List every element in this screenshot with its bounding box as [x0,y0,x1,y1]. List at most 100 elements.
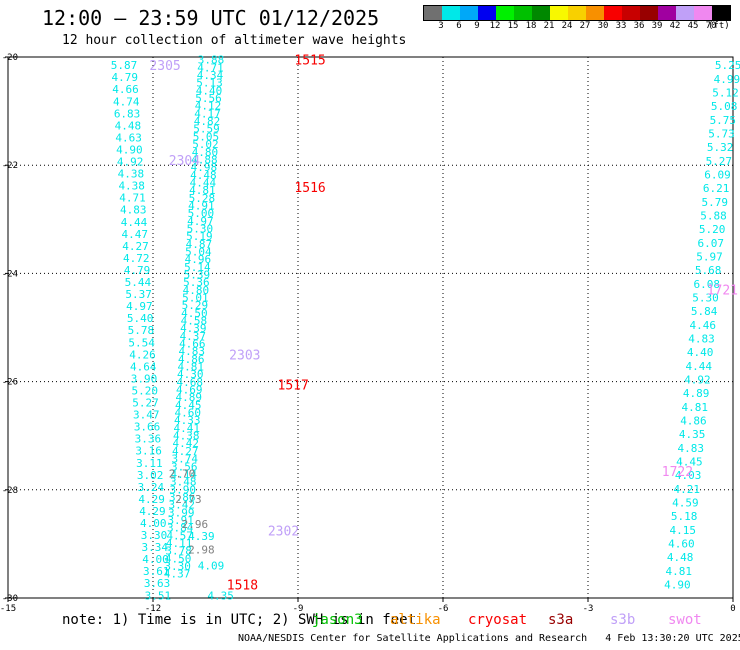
wave-height-label: 4.46 [690,319,717,332]
wave-height-label: 4.89 [683,387,710,400]
wave-height-label: 3.63 [144,577,171,590]
color-scale-unit: (ft) [708,21,730,31]
legend-tick-label: 18 [525,21,537,31]
wave-height-label: 4.37 [180,330,207,343]
wave-height-label: 3.86 [169,491,196,504]
legend-tick-label: 30 [597,21,609,31]
legend-swatch [622,6,640,20]
wave-height-label: 4.66 [112,83,139,96]
wave-height-label: 4.40 [196,84,223,97]
wave-height-label: 5.79 [702,196,729,209]
wave-height-label: 4.96 [185,253,212,266]
wave-height-label: 3.88 [198,54,225,67]
wave-height-label: 3.91 [167,514,194,527]
wave-height-label: 2.73 [175,493,202,506]
satellite-name: s3b [610,612,636,628]
wave-height-label: 4.68 [177,376,204,389]
x-tick-label: 0 [730,604,735,614]
wave-height-label: 3.56 [171,460,198,473]
wave-height-label: 4.82 [194,115,221,128]
satellite-name: altika [390,612,441,628]
wave-height-label: 3.34 [142,541,169,554]
legend-swatch [442,6,460,20]
wave-height-label: 4.29 [138,493,165,506]
wave-height-label: 5.12 [712,86,739,99]
legend-swatch [532,6,550,20]
wave-height-label: 4.17 [194,107,221,120]
wave-height-label: 4.45 [175,399,202,412]
wave-height-label: 4.81 [189,184,216,197]
wave-height-label: 4.92 [117,156,144,169]
wave-height-label: 4.97 [187,215,214,228]
wave-height-label: 4.34 [197,69,224,82]
wave-height-label: 4.83 [678,442,705,455]
wave-height-label: 4.35 [207,589,234,602]
wave-height-label: 4.79 [124,264,151,277]
wave-height-label: 4.37 [164,568,191,581]
wave-height-label: 4.48 [115,119,142,132]
legend-swatch [424,6,442,20]
footer-credit-text: NOAA/NESDIS Center for Satellite Applica… [238,633,588,644]
wave-height-label: 5.13 [196,77,223,90]
wave-height-label: 4.89 [176,391,203,404]
wave-height-label: 4.97 [126,300,153,313]
footer-timestamp: 4 Feb 13:30:20 UTC 2025 [605,633,740,644]
wave-height-label: 5.14 [184,261,211,274]
legend-swatch [604,6,622,20]
wave-height-label: 5.20 [132,384,159,397]
wave-height-label: 4.44 [686,360,713,373]
wave-height-label: 4.92 [684,373,711,386]
page-title: 12:00 – 23:59 UTC 01/12/2025 [42,6,380,30]
wave-height-label: 3.66 [134,421,161,434]
wave-height-label: 4.26 [129,348,156,361]
wave-height-label: 4.71 [197,61,224,74]
y-tick-label: -30 [2,594,18,604]
wave-height-label: 3.48 [170,476,197,489]
y-tick-label: -26 [2,378,18,388]
legend-tick-label: 12 [489,21,501,31]
wave-height-label: 6.08 [694,278,721,291]
wave-height-label: 4.11 [166,537,193,550]
wave-height-label: 5.25 [715,59,740,72]
wave-height-label: 4.86 [178,353,205,366]
wave-height-label: 4.90 [116,143,143,156]
wave-height-label: 5.97 [696,250,723,263]
wave-height-label: 4.30 [177,368,204,381]
pass-number-label: 1518 [227,578,258,593]
pass-number-label: 1515 [294,54,325,69]
legend-swatch [550,6,568,20]
wave-height-label: 5.87 [111,59,138,72]
wave-height-label: 3.90 [169,483,196,496]
legend-tick-label: 15 [507,21,519,31]
wave-height-label: 4.48 [667,551,694,564]
x-tick-label: -15 [0,604,16,614]
legend-swatch [514,6,532,20]
page-subtitle: 12 hour collection of altimeter wave hei… [62,33,407,48]
wave-height-label: 4.39 [188,530,215,543]
x-tick-label: -6 [438,604,449,614]
wave-height-label: 5.19 [186,230,213,243]
y-tick-label: -22 [2,161,18,171]
wave-height-label: 4.27 [122,240,149,253]
wave-height-label: 4.41 [174,422,201,435]
pass-number-label: 2303 [229,349,260,364]
wave-height-label: 4.81 [178,361,205,374]
wave-height-label: 3.51 [145,589,172,602]
wave-height-label: 5.20 [699,223,726,236]
wave-height-label: 3.24 [138,481,165,494]
wave-height-label: 3.47 [133,409,160,422]
wave-height-label: 6.09 [704,168,731,181]
wave-height-label: 4.87 [186,238,213,251]
wave-height-label: 5.88 [700,209,727,222]
wave-height-label: 4.66 [179,338,206,351]
legend-tick-label: 27 [579,21,591,31]
wave-height-label: 4.64 [130,360,157,373]
wave-height-label: 5.59 [193,123,220,136]
wave-height-label: 5.27 [706,155,733,168]
x-tick-label: -12 [145,604,161,614]
wave-height-label: 4.09 [198,560,225,573]
wave-height-label: 4.00 [142,553,169,566]
legend-swatch [694,6,712,20]
wave-height-label: 5.40 [127,312,154,325]
wave-height-label: 5.01 [182,292,209,305]
